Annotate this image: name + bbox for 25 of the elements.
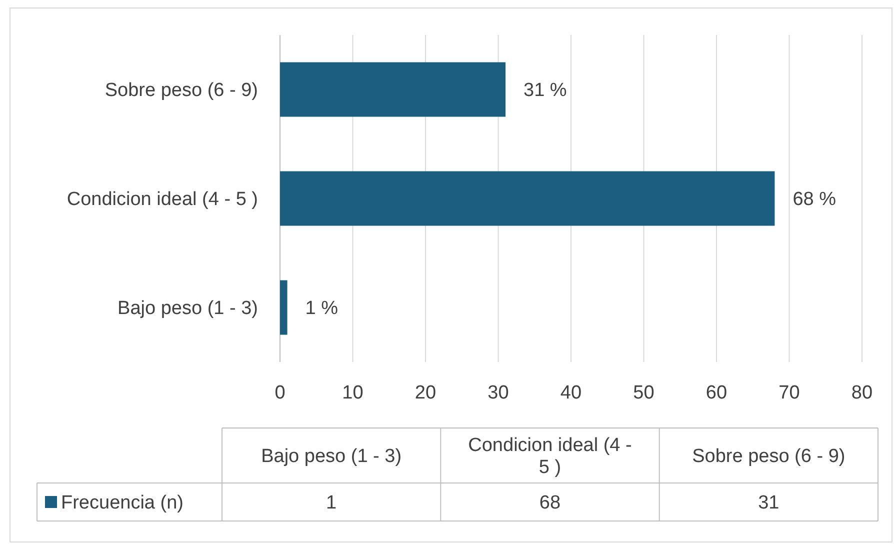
- data-label: 1 %: [305, 298, 338, 320]
- y-tick-label: Sobre peso (6 - 9): [104, 80, 258, 102]
- x-tick-label: 50: [633, 382, 654, 404]
- y-tick-label: Condicion ideal (4 - 5 ): [66, 189, 258, 210]
- x-tick-label: 20: [414, 382, 436, 404]
- category-label: Sobre peso (6 - 9): [692, 446, 846, 468]
- bar: [280, 280, 288, 335]
- x-tick-label: 30: [488, 382, 509, 404]
- legend-label: Frecuencia (n): [61, 492, 184, 514]
- data-label: 31 %: [524, 80, 567, 102]
- category-label: Bajo peso (1 - 3): [261, 446, 402, 468]
- x-tick-label: 40: [560, 382, 582, 404]
- x-tick-label: 0: [274, 382, 286, 404]
- x-tick-label: 60: [706, 382, 728, 404]
- data-label: 68 %: [792, 189, 836, 210]
- bar: [280, 171, 775, 226]
- y-tick-label: Bajo peso (1 - 3): [118, 298, 258, 320]
- data-label: 68: [539, 492, 561, 514]
- data-label: 31: [758, 492, 780, 514]
- x-tick-label: 70: [778, 382, 800, 404]
- bar: [280, 62, 506, 117]
- x-tick-label: 10: [342, 382, 364, 404]
- category-label: Condicion ideal (4 - 5 ): [468, 435, 632, 478]
- data-label: 1: [326, 492, 337, 514]
- x-tick-label: 80: [851, 382, 873, 404]
